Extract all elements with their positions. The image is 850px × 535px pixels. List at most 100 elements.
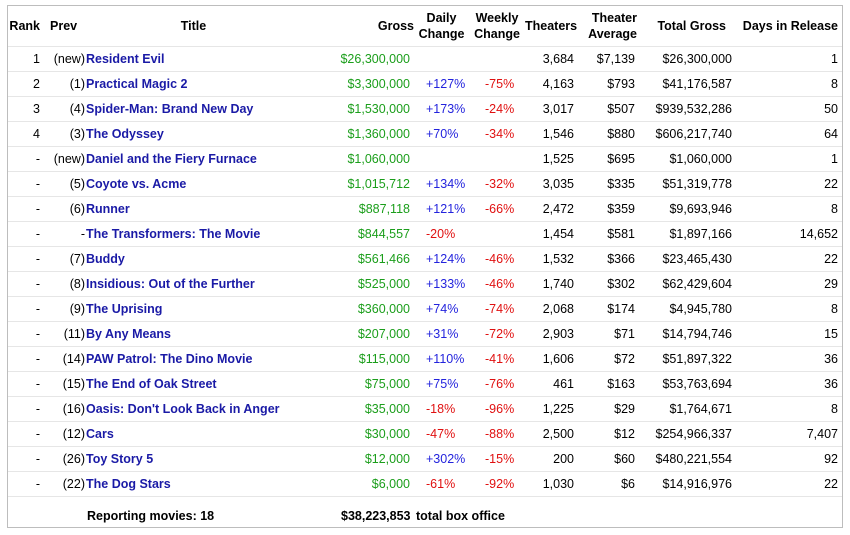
col-weekly-label2: Change (474, 27, 520, 41)
table-row[interactable]: - (new) Daniel and the Fiery Furnace $1,060… (8, 146, 842, 172)
title-link[interactable]: Insidious: Out of the Further (86, 271, 301, 297)
table-row[interactable]: 1 (new) Resident Evil $26,300,000 3,684 $7,13… (8, 46, 842, 72)
table-row[interactable]: 2 (1) Practical Magic 2 $3,300,000 +127% -75%… (8, 71, 842, 97)
weekly-change-cell: -92% (469, 471, 525, 497)
daily-change-cell (414, 46, 469, 72)
title-link[interactable]: Daniel and the Fiery Furnace (86, 146, 301, 172)
table-row[interactable]: - (6) Runner $887,118 +121% -66% 2,472 $359 $9,6… (8, 196, 842, 222)
days-in-release-cell: 7,407 (736, 421, 842, 447)
prev-cell: (6) (46, 196, 86, 222)
table-row[interactable]: - (11) By Any Means $207,000 +31% -72% 2,903 $7… (8, 321, 842, 347)
table-row[interactable]: 4 (3) The Odyssey $1,360,000 +70% -34% 1,546 $8… (8, 121, 842, 147)
gross-cell: $844,557 (301, 221, 414, 247)
total-gross-cell: $23,465,430 (639, 246, 736, 272)
title-link[interactable]: Spider-Man: Brand New Day (86, 96, 301, 122)
weekly-change-cell: -72% (469, 321, 525, 347)
theaters-cell: 4,163 (525, 71, 578, 97)
theaters-cell: 2,472 (525, 196, 578, 222)
title-link[interactable]: Resident Evil (86, 46, 301, 72)
table-row[interactable]: - (15) The End of Oak Street $75,000 +75% -76… (8, 371, 842, 397)
weekly-change-cell: -88% (469, 421, 525, 447)
table-row[interactable]: - (14) PAW Patrol: The Dino Movie $115,000 +… (8, 346, 842, 372)
daily-change-cell: -20% (414, 221, 469, 247)
title-link[interactable]: The Odyssey (86, 121, 301, 147)
days-in-release-cell: 64 (736, 121, 842, 147)
days-in-release-cell: 29 (736, 271, 842, 297)
table-row[interactable]: - (26) Toy Story 5 $12,000 +302% -15% 200 $60 $4… (8, 446, 842, 472)
daily-change-cell: +121% (414, 196, 469, 222)
title-link[interactable]: Oasis: Don't Look Back in Anger (86, 396, 301, 422)
days-in-release-cell: 8 (736, 296, 842, 322)
table-row[interactable]: - (5) Coyote vs. Acme $1,015,712 +134% -32% 3,… (8, 171, 842, 197)
gross-cell: $887,118 (301, 196, 414, 222)
days-in-release-cell: 1 (736, 46, 842, 72)
rank-cell: - (8, 296, 46, 322)
col-theater-average[interactable]: Theater Average (578, 6, 639, 47)
gross-cell: $35,000 (301, 396, 414, 422)
title-link[interactable]: The Transformers: The Movie (86, 221, 301, 247)
table-row[interactable]: 3 (4) Spider-Man: Brand New Day $1,530,000 +… (8, 96, 842, 122)
total-gross-cell: $480,221,554 (639, 446, 736, 472)
weekly-change-cell: -32% (469, 171, 525, 197)
title-link[interactable]: Cars (86, 421, 301, 447)
col-rank[interactable]: Rank (9, 19, 40, 33)
theater-average-cell: $302 (578, 271, 639, 297)
total-gross-cell: $14,916,976 (639, 471, 736, 497)
prev-cell: (7) (46, 246, 86, 272)
rank-cell: - (8, 346, 46, 372)
daily-change-cell: +124% (414, 246, 469, 272)
rank-cell: - (8, 221, 46, 247)
col-average-label: Theater (591, 11, 637, 25)
rank-cell: - (8, 371, 46, 397)
weekly-change-cell: -66% (469, 196, 525, 222)
title-link[interactable]: Practical Magic 2 (86, 71, 301, 97)
rank-cell: - (8, 396, 46, 422)
col-title[interactable]: Title (180, 19, 207, 33)
theater-average-cell: $7,139 (578, 46, 639, 72)
total-gross-cell: $53,763,694 (639, 371, 736, 397)
title-link[interactable]: Runner (86, 196, 301, 222)
days-in-release-cell: 22 (736, 471, 842, 497)
box-office-table: Rank Prev Title Gross Daily Change Weekl… (8, 6, 842, 521)
days-in-release-cell: 8 (736, 396, 842, 422)
box-office-panel: Rank Prev Title Gross Daily Change Weekl… (7, 5, 843, 528)
rank-cell: - (8, 446, 46, 472)
col-theaters[interactable]: Theaters (525, 19, 578, 33)
prev-cell: (4) (46, 96, 86, 122)
total-gross-cell: $4,945,780 (639, 296, 736, 322)
daily-change-cell: +70% (414, 121, 469, 147)
days-in-release-cell: 8 (736, 71, 842, 97)
table-row[interactable]: - (12) Cars $30,000 -47% -88% 2,500 $12 $254,966… (8, 421, 842, 447)
col-weekly-change[interactable]: Weekly Change (469, 6, 525, 47)
theater-average-cell: $366 (578, 246, 639, 272)
title-link[interactable]: Coyote vs. Acme (86, 171, 301, 197)
title-link[interactable]: The Uprising (86, 296, 301, 322)
table-row[interactable]: - (9) The Uprising $360,000 +74% -74% 2,068 $17… (8, 296, 842, 322)
title-link[interactable]: Toy Story 5 (86, 446, 301, 472)
col-prev[interactable]: Prev (50, 19, 78, 33)
col-daily-change[interactable]: Daily Change (414, 6, 469, 47)
days-in-release-cell: 8 (736, 196, 842, 222)
title-link[interactable]: Buddy (86, 246, 301, 272)
table-row[interactable]: - (8) Insidious: Out of the Further $525,00… (8, 271, 842, 297)
weekly-change-cell: -76% (469, 371, 525, 397)
table-row[interactable]: - (22) The Dog Stars $6,000 -61% -92% 1,030 $6 $… (8, 471, 842, 497)
total-gross-cell: $1,897,166 (639, 221, 736, 247)
title-link[interactable]: PAW Patrol: The Dino Movie (86, 346, 301, 372)
col-gross[interactable]: Gross (377, 19, 414, 33)
title-link[interactable]: The End of Oak Street (86, 371, 301, 397)
col-total-gross[interactable]: Total Gross (657, 19, 726, 33)
table-row[interactable]: - (16) Oasis: Don't Look Back in Anger $35,… (8, 396, 842, 422)
theater-average-cell: $581 (578, 221, 639, 247)
title-link[interactable]: By Any Means (86, 321, 301, 347)
weekly-change-cell (469, 146, 525, 172)
table-row[interactable]: - - The Transformers: The Movie $844,557 -20… (8, 221, 842, 247)
col-average-label2: Average (588, 27, 637, 41)
table-row[interactable]: - (7) Buddy $561,466 +124% -46% 1,532 $366 $23,4… (8, 246, 842, 272)
total-gross-cell: $26,300,000 (639, 46, 736, 72)
theaters-cell: 1,030 (525, 471, 578, 497)
col-days-in-release[interactable]: Days in Release (742, 19, 838, 33)
days-in-release-cell: 50 (736, 96, 842, 122)
title-link[interactable]: The Dog Stars (86, 471, 301, 497)
rank-cell: 4 (8, 121, 46, 147)
